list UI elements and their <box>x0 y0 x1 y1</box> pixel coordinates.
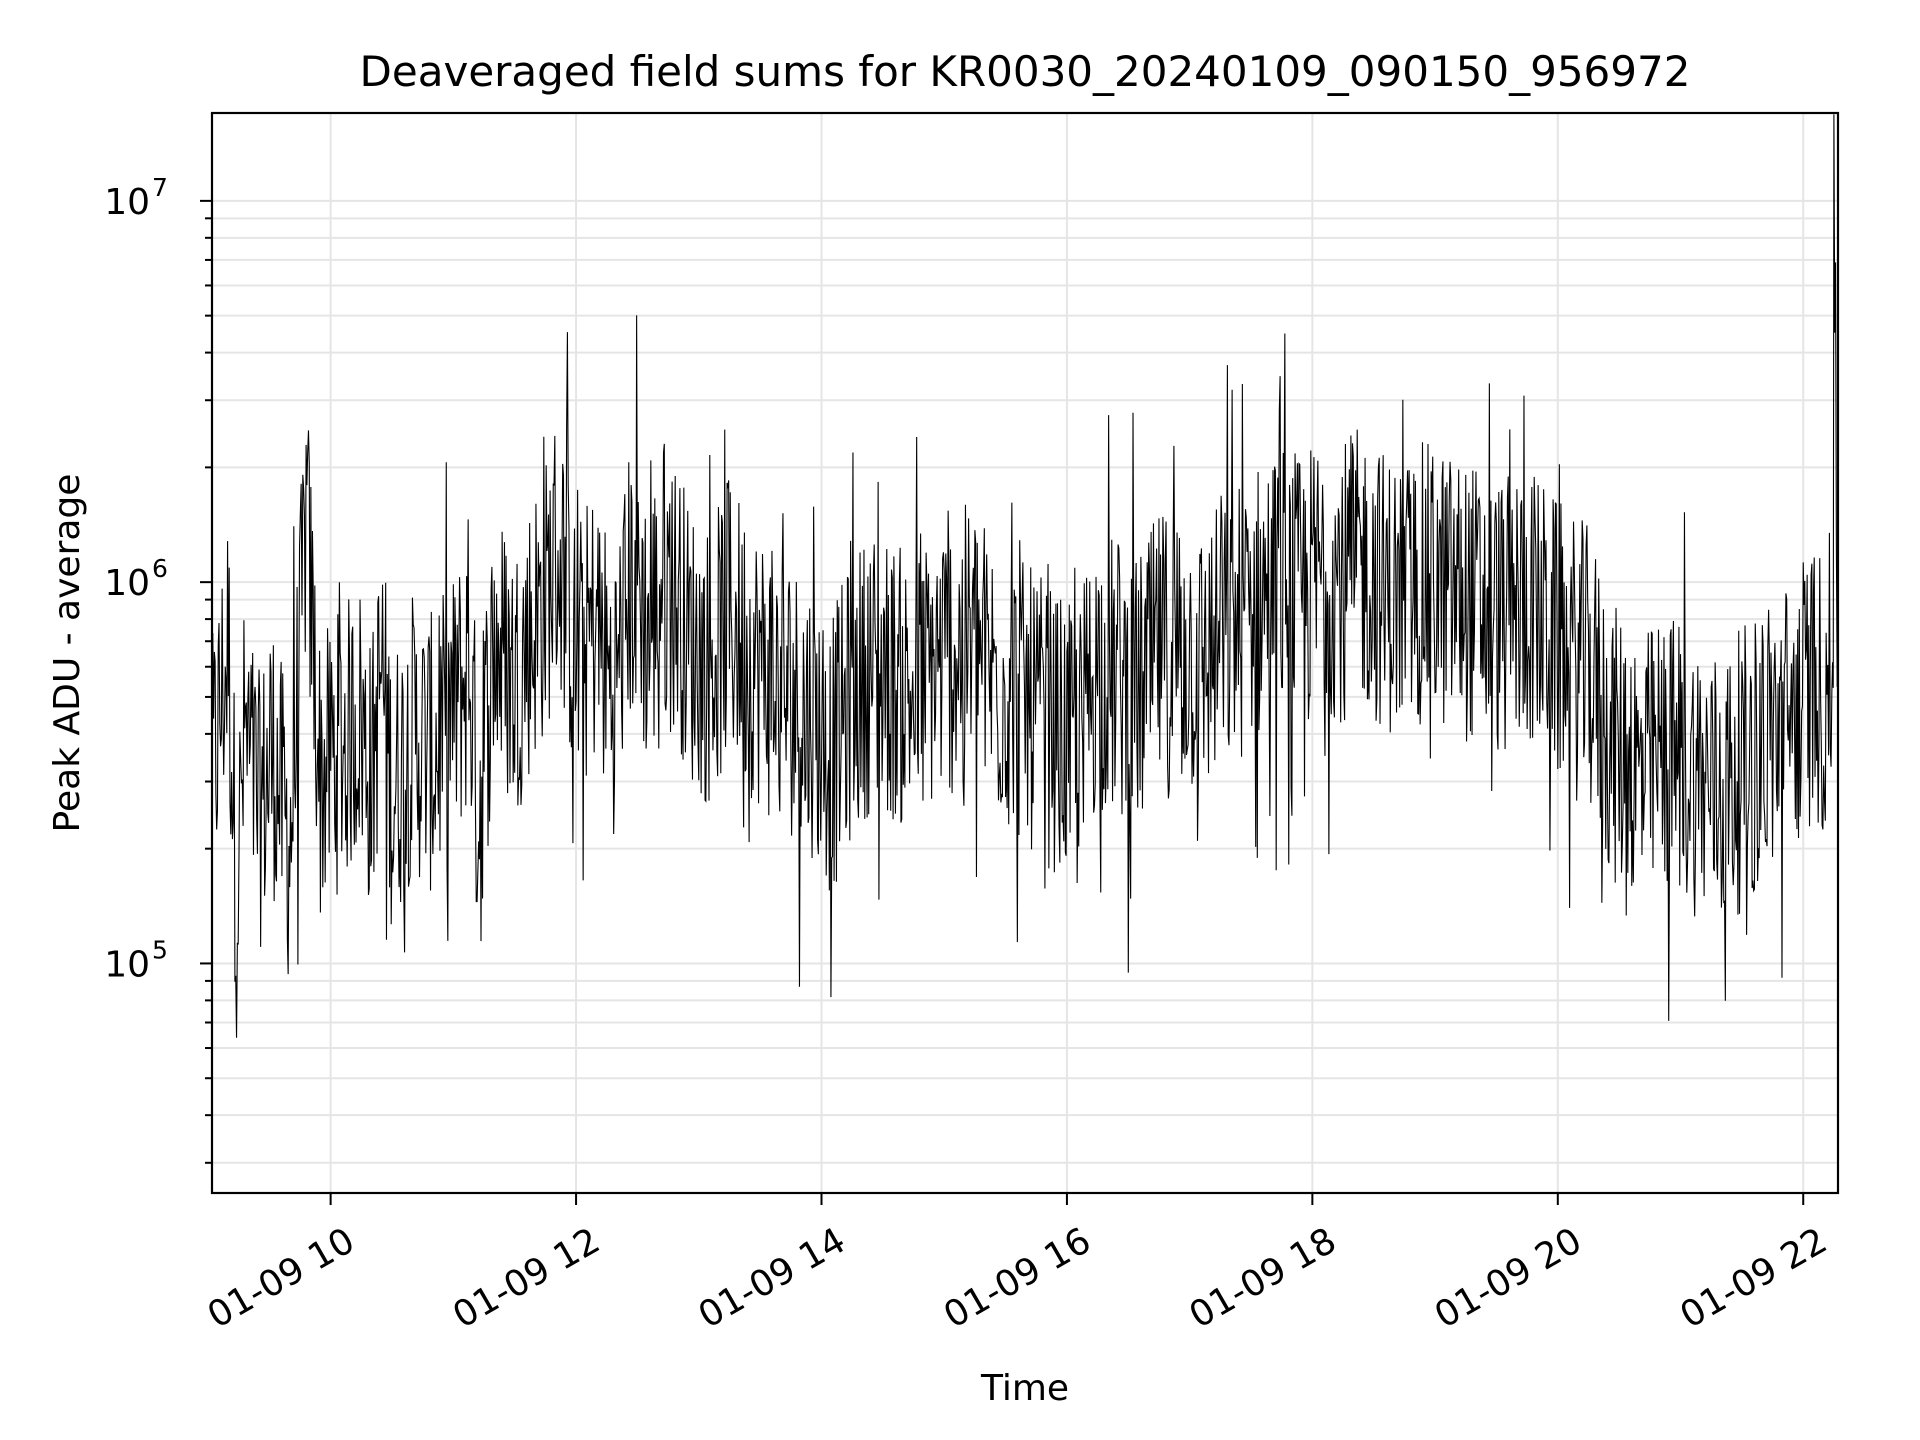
y-tick-base: 10 <box>104 182 150 223</box>
y-tick-base: 10 <box>104 944 150 985</box>
series-layer <box>212 114 1838 1038</box>
plot-frame <box>210 111 1840 1195</box>
y-tick-label: 10 5 <box>104 935 168 985</box>
y-tick-base: 10 <box>104 563 150 604</box>
y-tick-exponent: 5 <box>152 935 168 964</box>
y-tick-exponent: 6 <box>152 554 168 583</box>
x-axis-label: Time <box>980 1368 1069 1409</box>
y-tick-exponent: 7 <box>152 173 168 202</box>
y-tick-label: 10 6 <box>104 554 168 604</box>
series-line-1 <box>212 114 1838 1038</box>
y-axis-label: Peak ADU - average <box>47 474 88 833</box>
y-tick-label: 10 7 <box>104 173 168 223</box>
chart-title: Deaveraged field sums for KR0030_2024010… <box>360 47 1691 96</box>
axes-frame <box>210 111 1840 1195</box>
